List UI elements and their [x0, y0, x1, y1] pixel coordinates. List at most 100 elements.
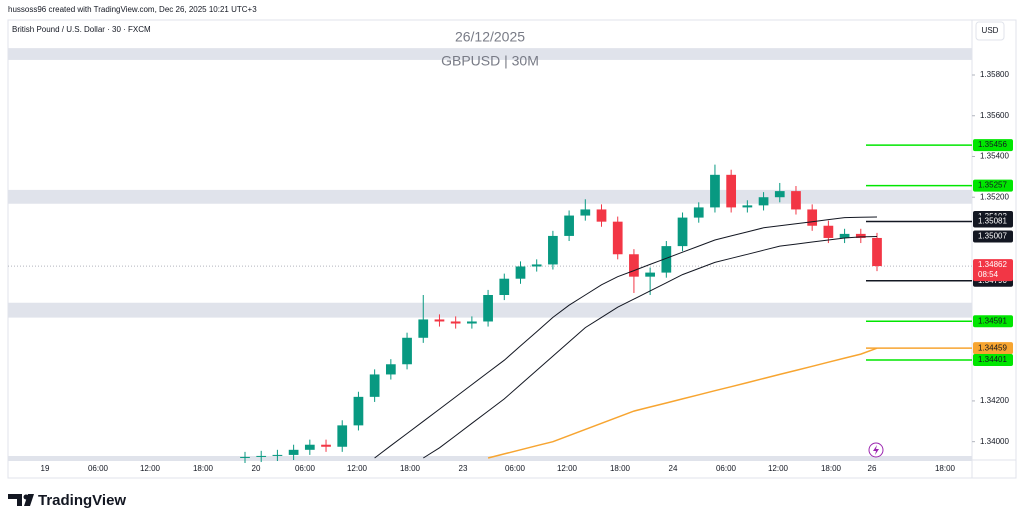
candle-body — [321, 444, 331, 447]
candle-body — [369, 374, 380, 397]
candle-body — [450, 321, 461, 324]
candle-body — [353, 396, 364, 426]
price-label-box — [973, 353, 1013, 366]
candle-body — [402, 337, 412, 365]
candle-body — [499, 278, 510, 295]
candle-body — [791, 191, 801, 210]
candle-body — [531, 264, 542, 267]
x-tick-label: 06:00 — [88, 464, 109, 473]
candle-body — [483, 295, 493, 322]
y-tick-label: 1.35800 — [980, 70, 1009, 79]
price-label-box — [973, 139, 1013, 152]
price-label-box — [973, 215, 1013, 228]
candle-body — [385, 364, 396, 375]
credit: hussoss96 created with TradingView.com, … — [8, 5, 257, 14]
candle-body — [693, 207, 704, 218]
candle-body — [272, 454, 283, 456]
y-tick-label: 1.34200 — [980, 396, 1009, 405]
x-tick-label: 18:00 — [610, 464, 631, 473]
candle-body — [612, 221, 623, 255]
x-tick-label: 23 — [459, 464, 468, 473]
x-tick-label: 12:00 — [140, 464, 161, 473]
moving-average — [423, 236, 878, 459]
candle-body — [288, 449, 299, 455]
candle-body — [240, 456, 250, 458]
price-label: 1.35081 — [978, 217, 1007, 226]
x-tick-label: 06:00 — [505, 464, 526, 473]
candle-body — [742, 205, 753, 208]
x-tick-label: 12:00 — [347, 464, 368, 473]
x-tick-label: 12:00 — [557, 464, 578, 473]
last-price-label: 1.34862 — [978, 260, 1007, 269]
watermark-symbol: GBPUSD | 30M — [441, 53, 539, 69]
logo-dot — [23, 494, 29, 500]
candle-body — [304, 444, 315, 450]
moving-average — [487, 347, 878, 459]
x-tick-label: 18:00 — [193, 464, 214, 473]
candle-body — [418, 319, 429, 338]
candle-body — [564, 215, 574, 236]
zone — [8, 189, 972, 204]
x-tick-label: 12:00 — [768, 464, 789, 473]
candle-body — [434, 319, 445, 322]
candle-body — [548, 235, 558, 265]
y-tick-label: 1.34000 — [980, 437, 1009, 446]
candle-body — [726, 174, 737, 208]
currency-button[interactable] — [975, 21, 1005, 41]
symbol: British Pound / U.S. Dollar · 30 · FXCM — [12, 25, 151, 34]
candle-body — [337, 425, 348, 447]
price-label: 1.35456 — [978, 140, 1007, 149]
candle-body — [872, 237, 882, 267]
moving-average — [374, 216, 878, 459]
candle-body — [645, 272, 655, 277]
x-tick-label: 18:00 — [935, 464, 956, 473]
candle-body — [629, 254, 639, 277]
price-label: 1.34459 — [978, 343, 1007, 352]
candle-body — [467, 321, 477, 324]
y-tick-label: 1.35200 — [980, 192, 1009, 201]
x-tick-label: 19 — [41, 464, 50, 473]
countdown: 08:54 — [978, 270, 999, 279]
currency: USD — [982, 26, 999, 35]
brand-logo — [8, 494, 34, 506]
candle-body — [855, 233, 866, 238]
price-label: 1.35007 — [978, 232, 1007, 241]
candle-body — [580, 209, 591, 216]
x-tick-label: 26 — [868, 464, 877, 473]
event-icon-bolt — [873, 445, 879, 455]
candle-body — [256, 455, 267, 457]
price-label-box — [973, 179, 1013, 192]
candle-body — [807, 209, 818, 226]
price-label-box — [973, 230, 1013, 243]
candle-body — [677, 217, 688, 247]
x-tick-label: 06:00 — [295, 464, 316, 473]
x-tick-label: 20 — [252, 464, 261, 473]
x-tick-label: 06:00 — [716, 464, 737, 473]
y-tick-label: 1.35600 — [980, 111, 1009, 120]
brand: TradingView — [38, 492, 126, 509]
price-label: 1.35257 — [978, 181, 1007, 190]
price-label: 1.34401 — [978, 355, 1007, 364]
candle-body — [710, 174, 720, 208]
candle-body — [758, 197, 769, 206]
candle-body — [839, 233, 850, 238]
x-tick-label: 18:00 — [400, 464, 421, 473]
candle-body — [774, 191, 785, 198]
last-price-box — [973, 259, 1013, 282]
candle-body — [596, 209, 607, 222]
price-label-box — [973, 342, 1013, 355]
watermark-date: 26/12/2025 — [455, 29, 525, 45]
bottom-band — [8, 456, 972, 461]
candle-body — [661, 246, 672, 273]
price-label-box — [973, 315, 1013, 328]
x-tick-label: 24 — [669, 464, 678, 473]
price-label: 1.34591 — [978, 316, 1007, 325]
frame — [7, 19, 1017, 479]
x-tick-label: 18:00 — [821, 464, 842, 473]
zone — [8, 48, 972, 60]
y-tick-label: 1.35400 — [980, 152, 1009, 161]
candle-body — [823, 225, 834, 238]
candle-body — [515, 266, 526, 279]
